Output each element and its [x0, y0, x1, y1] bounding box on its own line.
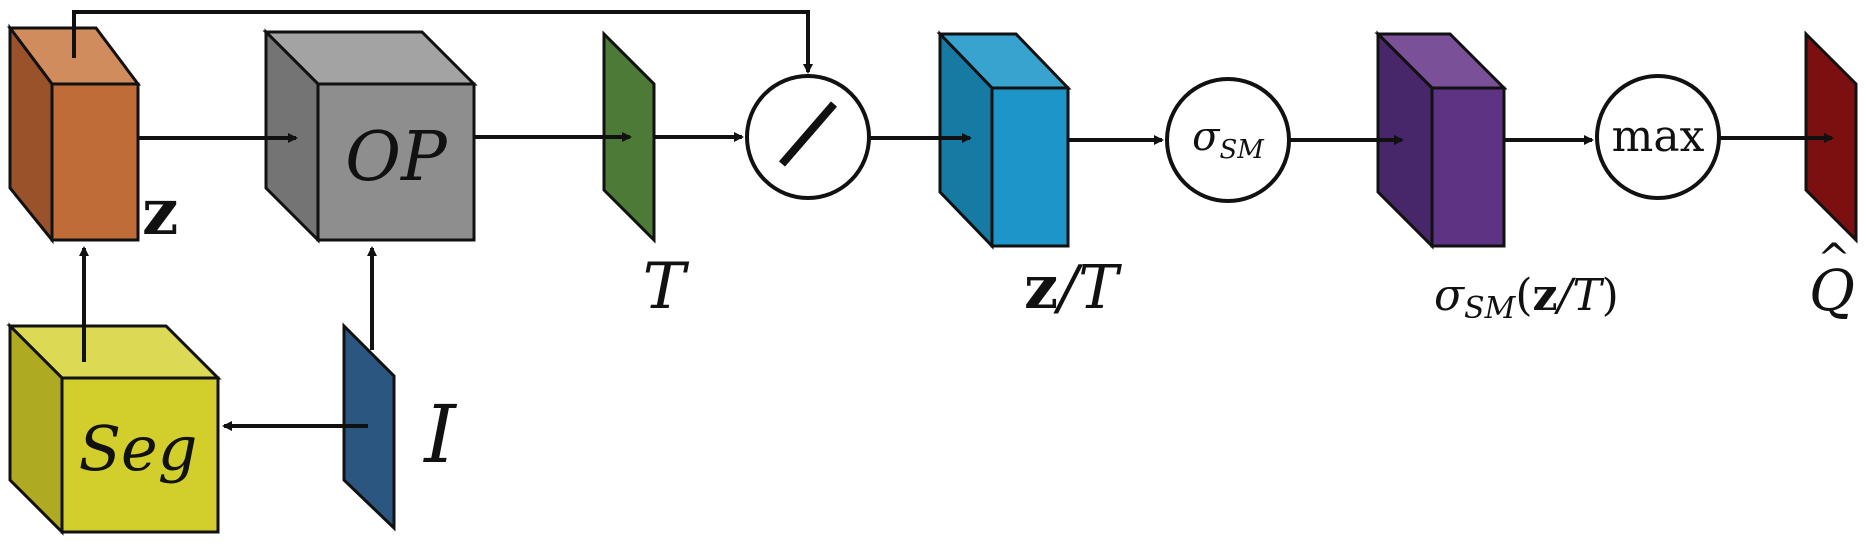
softmax-operator-sigma: σ [1192, 114, 1221, 160]
softmax-output-paren-close: ) [1602, 270, 1619, 321]
scaled-logits-block [936, 30, 1072, 250]
scaled-logits-label-z: z [1024, 253, 1058, 323]
scaled-logits-block-front [990, 86, 1070, 248]
max-operator-label: max [1612, 111, 1705, 162]
edge-z-to-divide-top [72, 10, 813, 74]
softmax-output-over-t: /T [1554, 270, 1606, 321]
input-plane-label: I [422, 388, 457, 481]
softmax-output-block-front [1430, 86, 1506, 248]
softmax-output-block [1374, 30, 1508, 250]
temperature-plane-label: T [643, 250, 690, 324]
output-plane-hat: ^ [1817, 236, 1851, 282]
softmax-operator-label: σSM [1192, 114, 1265, 165]
z-block [7, 23, 141, 245]
op-block-label: OP [345, 118, 448, 197]
softmax-output-z: z [1533, 270, 1558, 321]
seg-block-label: Seg [79, 412, 198, 485]
input-plane [342, 322, 396, 532]
softmax-output-paren-open: ( [1515, 270, 1532, 321]
softmax-operator-subscript: SM [1219, 135, 1265, 165]
output-plane-label: Q [1809, 259, 1855, 324]
z-block-front [50, 82, 140, 242]
softmax-output-label: σSM(z/T) [1434, 270, 1619, 326]
seg-block-front [60, 376, 220, 534]
softmax-output-sigma: σ [1434, 270, 1466, 321]
softmax-output-subscript: SM [1464, 291, 1517, 326]
scaled-logits-label: z/T [1024, 253, 1122, 323]
z-block-label: z [142, 175, 178, 250]
seg-block [6, 322, 222, 536]
op-block-front [316, 82, 476, 242]
op-block [262, 28, 478, 244]
divide-operator-slash [778, 101, 838, 167]
scaled-logits-label-over-t: /T [1053, 253, 1122, 323]
